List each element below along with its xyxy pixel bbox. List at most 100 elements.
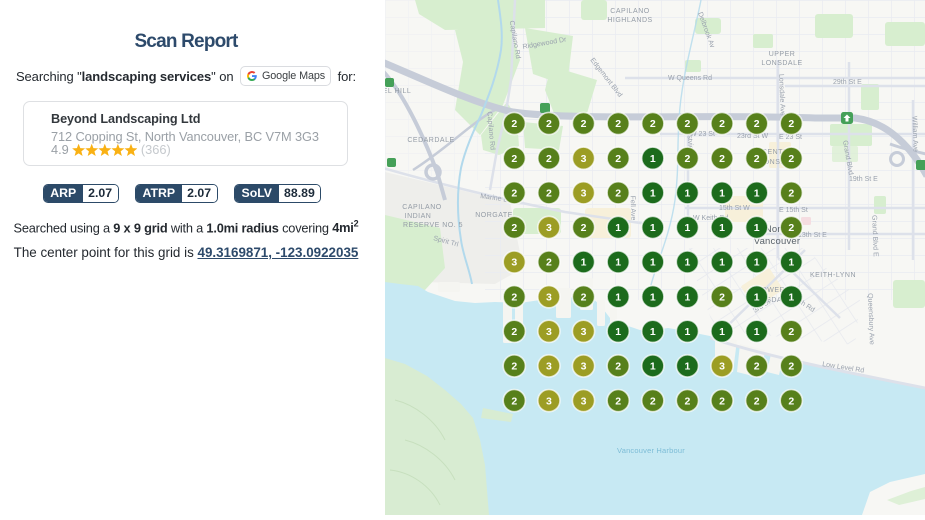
svg-text:3: 3 [581, 188, 587, 200]
svg-text:Fell Ave: Fell Ave [629, 195, 637, 220]
svg-text:1: 1 [615, 326, 621, 338]
svg-text:29th St E: 29th St E [833, 79, 862, 86]
svg-text:LONSDALE: LONSDALE [759, 159, 800, 166]
svg-text:Westview: Westview [685, 125, 695, 156]
svg-text:2: 2 [719, 395, 725, 407]
svg-text:2: 2 [650, 118, 656, 130]
svg-text:LONSDALE: LONSDALE [750, 297, 791, 304]
svg-text:2: 2 [684, 395, 690, 407]
svg-text:EL HILL: EL HILL [385, 88, 411, 95]
svg-text:1: 1 [684, 291, 690, 303]
svg-text:1: 1 [650, 153, 656, 165]
svg-text:INDIAN: INDIAN [405, 213, 432, 220]
svg-text:1: 1 [788, 291, 794, 303]
svg-text:W Keith Rd: W Keith Rd [693, 215, 729, 222]
svg-text:1: 1 [684, 257, 690, 269]
svg-text:2: 2 [511, 361, 517, 373]
svg-text:2: 2 [719, 118, 725, 130]
svg-text:CAPILANO: CAPILANO [402, 204, 441, 211]
svg-text:2: 2 [754, 395, 760, 407]
svg-text:W 23 St: W 23 St [690, 131, 715, 138]
svg-text:2: 2 [581, 118, 587, 130]
svg-text:2: 2 [511, 395, 517, 407]
svg-text:2: 2 [788, 395, 794, 407]
svg-text:RESERVE NO. 5: RESERVE NO. 5 [403, 222, 463, 229]
svg-text:1: 1 [650, 188, 656, 200]
svg-text:2: 2 [615, 153, 621, 165]
svg-text:2: 2 [511, 188, 517, 200]
svg-text:3: 3 [546, 395, 552, 407]
svg-text:2: 2 [754, 118, 760, 130]
svg-text:1: 1 [719, 326, 725, 338]
svg-text:2: 2 [581, 291, 587, 303]
svg-text:William Ave: William Ave [910, 116, 918, 152]
svg-text:North: North [765, 224, 789, 235]
svg-text:CEDARDALE: CEDARDALE [407, 137, 454, 144]
svg-text:Vancouver: Vancouver [754, 236, 801, 247]
svg-text:1: 1 [650, 257, 656, 269]
svg-text:LOWER: LOWER [757, 287, 785, 294]
svg-text:1: 1 [684, 326, 690, 338]
svg-text:2: 2 [650, 395, 656, 407]
svg-text:1: 1 [650, 326, 656, 338]
svg-text:LONSDALE: LONSDALE [761, 60, 802, 67]
svg-text:Capilano Rd: Capilano Rd [485, 111, 495, 150]
svg-text:1: 1 [754, 188, 760, 200]
svg-text:CAPILANO: CAPILANO [610, 8, 649, 15]
svg-text:1: 1 [788, 257, 794, 269]
svg-text:1: 1 [615, 257, 621, 269]
svg-text:2: 2 [754, 153, 760, 165]
svg-text:2: 2 [546, 118, 552, 130]
svg-text:1: 1 [754, 257, 760, 269]
svg-text:2: 2 [615, 188, 621, 200]
svg-text:Lonsdale Ave: Lonsdale Ave [777, 74, 785, 116]
svg-text:2: 2 [788, 153, 794, 165]
svg-text:NORGATE: NORGATE [475, 212, 513, 219]
svg-text:1: 1 [754, 222, 760, 234]
svg-text:Queensbury Ave: Queensbury Ave [866, 293, 875, 345]
svg-text:2: 2 [788, 361, 794, 373]
svg-text:1: 1 [615, 291, 621, 303]
svg-text:3: 3 [581, 153, 587, 165]
svg-text:3: 3 [546, 222, 552, 234]
svg-text:1: 1 [684, 188, 690, 200]
svg-text:2: 2 [581, 222, 587, 234]
svg-text:1: 1 [650, 361, 656, 373]
svg-text:1: 1 [719, 257, 725, 269]
svg-text:1: 1 [650, 291, 656, 303]
svg-text:3: 3 [511, 257, 517, 269]
svg-text:1: 1 [754, 291, 760, 303]
svg-text:3: 3 [546, 326, 552, 338]
svg-text:1: 1 [581, 257, 587, 269]
svg-text:2: 2 [546, 153, 552, 165]
svg-text:2: 2 [788, 188, 794, 200]
svg-text:3: 3 [581, 326, 587, 338]
svg-text:1: 1 [754, 326, 760, 338]
svg-text:2: 2 [546, 188, 552, 200]
svg-text:E 23 St: E 23 St [779, 134, 802, 141]
svg-text:3: 3 [719, 361, 725, 373]
svg-text:E 15th St: E 15th St [779, 207, 808, 214]
svg-text:2: 2 [719, 153, 725, 165]
svg-text:2: 2 [684, 153, 690, 165]
svg-text:2: 2 [719, 291, 725, 303]
svg-text:1: 1 [684, 222, 690, 234]
svg-text:2: 2 [788, 222, 794, 234]
svg-text:2: 2 [546, 257, 552, 269]
svg-text:13th St E: 13th St E [798, 232, 827, 239]
svg-text:Vancouver Harbour: Vancouver Harbour [617, 446, 685, 455]
svg-text:2: 2 [511, 326, 517, 338]
svg-text:1: 1 [719, 222, 725, 234]
svg-text:3: 3 [581, 361, 587, 373]
svg-text:2: 2 [615, 361, 621, 373]
svg-text:2: 2 [684, 118, 690, 130]
svg-text:HIGHLANDS: HIGHLANDS [607, 17, 652, 24]
svg-text:CENTRAL: CENTRAL [762, 149, 798, 156]
svg-text:3: 3 [581, 395, 587, 407]
svg-text:UPPER: UPPER [769, 51, 796, 58]
svg-text:3: 3 [546, 291, 552, 303]
svg-text:1: 1 [719, 188, 725, 200]
svg-text:2: 2 [511, 118, 517, 130]
svg-text:2: 2 [754, 361, 760, 373]
svg-text:15th St W: 15th St W [719, 205, 750, 212]
